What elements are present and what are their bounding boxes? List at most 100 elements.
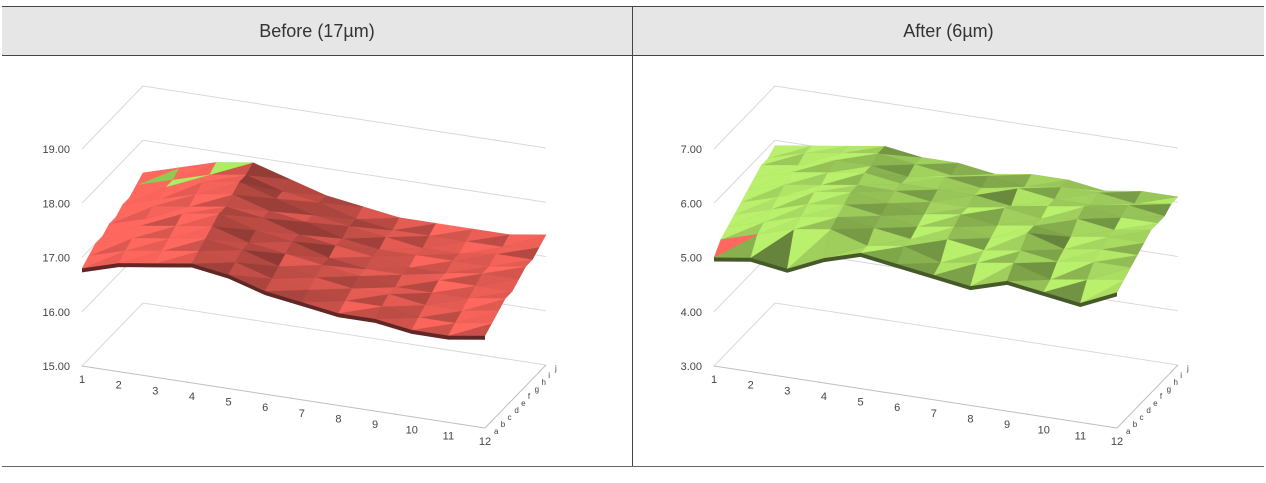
after-x-tick-label: 11 <box>1075 430 1086 442</box>
after-surface-facet <box>1020 232 1065 251</box>
before-surface-facet <box>131 225 176 239</box>
before-y-tick-label: h <box>541 378 545 387</box>
after-surface-facet <box>980 175 1025 189</box>
after-surface-facet <box>857 172 902 186</box>
after-surface-facet <box>830 216 875 230</box>
after-surface-facet <box>713 234 758 258</box>
after-surface-facet <box>1097 190 1142 193</box>
after-surface-facet <box>790 159 835 173</box>
after-surface-facet <box>1056 249 1101 262</box>
after-surface-facet <box>1060 179 1105 192</box>
after-surface-facet <box>823 229 868 259</box>
after-surface-facet <box>1024 174 1069 187</box>
before-surface-facet <box>135 167 180 186</box>
after-surface-facet <box>750 229 795 259</box>
after-surface-facet <box>967 194 1012 208</box>
after-y-tick-label: i <box>1180 371 1182 380</box>
after-surface-facet <box>933 262 978 276</box>
before-surface-facet <box>278 253 323 267</box>
before-surface-facet <box>424 292 469 306</box>
before-surface-facet <box>158 181 203 200</box>
before-surface-facet <box>301 289 346 303</box>
before-surface-facet <box>395 274 439 288</box>
after-surface-facet <box>1063 236 1108 250</box>
before-x-tick-label: 1 <box>79 374 85 386</box>
before-surface-facet <box>312 202 357 220</box>
after-surface-facet <box>760 152 805 166</box>
after-z-tick-label: 6.00 <box>681 198 702 210</box>
before-x-tick-label: 9 <box>372 419 378 431</box>
before-z-tick-label: 18.00 <box>42 198 70 210</box>
before-surface-facet <box>408 254 453 268</box>
before-surface-facet <box>88 238 133 257</box>
before-surface-facet <box>81 250 126 269</box>
after-x-tick-label: 3 <box>784 385 790 397</box>
after-surface-facet <box>917 214 961 228</box>
before-surface <box>81 161 547 340</box>
after-surface-facet <box>1084 204 1128 207</box>
after-gridline <box>713 85 1179 150</box>
before-y-axis-line <box>484 364 547 429</box>
before-surface-facet <box>422 235 466 249</box>
after-surface-facet <box>930 189 975 203</box>
after-y-tick-label: f <box>1160 392 1163 401</box>
before-gridline <box>81 302 547 367</box>
before-surface-facet <box>235 249 279 267</box>
before-surface-facet <box>495 246 540 255</box>
after-x-tick-label: 12 <box>1111 436 1123 448</box>
before-surface-facet <box>378 236 423 250</box>
after-surface-facet <box>1004 205 1048 208</box>
after-surface-facet <box>914 157 959 165</box>
after-surface-facet <box>987 173 1032 176</box>
before-surface-facet <box>308 277 353 290</box>
after-surface-facet <box>1050 261 1094 280</box>
after-y-tick-label: h <box>1173 378 1177 387</box>
after-surface-facet <box>850 184 895 193</box>
before-surface-facet <box>315 264 359 278</box>
before-y-tick-label: j <box>554 364 557 373</box>
before-gridline <box>81 85 547 150</box>
after-surface-chart: 3.004.005.006.007.001 2 3 4 5 6 7 8 9 10 11 12abcde… <box>681 85 1189 448</box>
before-surface-facet <box>115 199 160 218</box>
after-y-tick-label: c <box>1140 413 1144 422</box>
before-surface-facet <box>268 198 313 216</box>
before-y-tick-label: f <box>528 392 531 401</box>
before-surface-facet <box>248 230 293 243</box>
before-surface-facet <box>138 213 183 227</box>
before-surface-facet <box>388 286 433 295</box>
after-surface-facet <box>1026 225 1071 238</box>
after-surface-facet <box>797 152 842 166</box>
before-y-tick-label: i <box>548 371 550 380</box>
before-surface-facet <box>245 162 290 180</box>
after-surface-facet <box>997 207 1042 226</box>
before-surface-facet <box>298 221 343 239</box>
after-y-tick-label: j <box>1186 364 1189 373</box>
after-x-tick-label: 9 <box>1004 419 1010 431</box>
after-surface-facet <box>1100 236 1145 250</box>
before-y-tick-label: c <box>508 413 512 422</box>
before-surface-facet <box>125 238 169 252</box>
before-surface-facet <box>481 266 526 274</box>
after-surface-facet <box>1134 190 1179 204</box>
before-surface-facet <box>355 206 400 220</box>
after-surface-facet <box>740 184 785 203</box>
after-z-tick-label: 4.00 <box>681 307 702 319</box>
after-surface-facet <box>784 172 828 186</box>
after-y-tick-label: d <box>1146 406 1150 415</box>
after-surface-facet <box>727 209 772 228</box>
before-x-tick-label: 12 <box>479 436 491 448</box>
before-surface-facet <box>255 217 300 235</box>
after-surface-facet <box>840 145 885 154</box>
before-x-tick-label: 2 <box>116 380 122 392</box>
after-surface-facet <box>871 153 915 166</box>
after-surface-facet <box>1043 279 1088 293</box>
after-surface <box>713 145 1179 308</box>
after-surface-facet <box>770 191 815 210</box>
header-after: After (6µm) <box>633 6 1264 56</box>
after-x-tick-label: 8 <box>967 413 973 425</box>
before-surface-facet <box>348 218 393 231</box>
before-surface-facet <box>264 278 309 292</box>
after-gridline <box>713 302 1179 367</box>
before-surface-facet <box>338 300 382 314</box>
